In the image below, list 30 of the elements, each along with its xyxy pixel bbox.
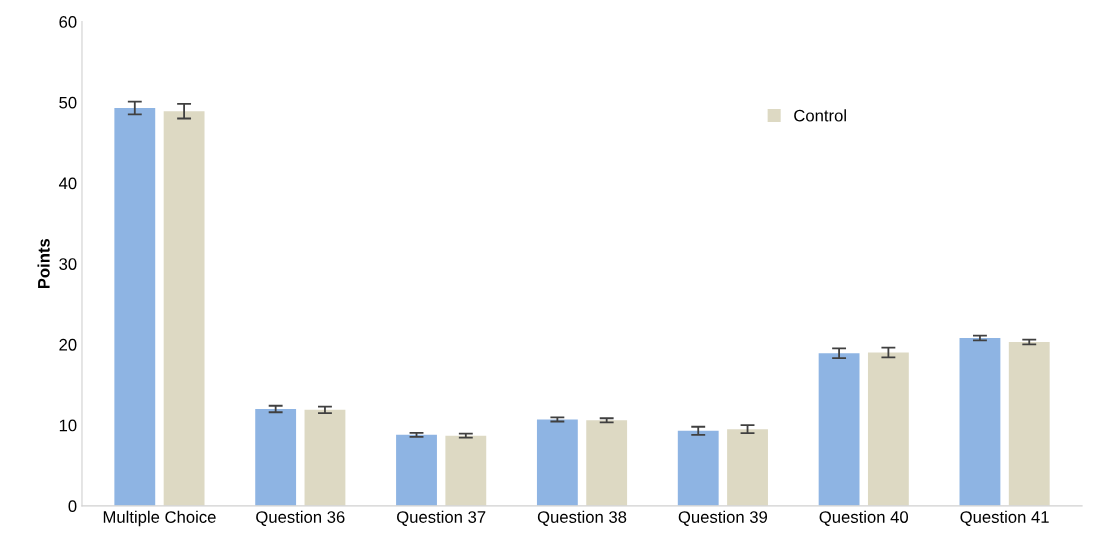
y-tick-label: 60 xyxy=(59,16,77,28)
y-tick-label: 20 xyxy=(59,338,77,351)
bar xyxy=(304,409,346,506)
bar xyxy=(445,435,487,506)
y-tick-label: 0 xyxy=(68,500,77,513)
legend-label: Control xyxy=(794,109,846,122)
x-tick-label: Multiple Choice xyxy=(103,510,216,527)
bar xyxy=(536,419,578,506)
y-tick-label: 50 xyxy=(59,96,77,109)
bar xyxy=(396,434,437,506)
y-tick-label: 40 xyxy=(58,177,77,190)
x-tick-label: Question 40 xyxy=(819,510,909,526)
x-tick-label: Question 36 xyxy=(256,510,345,526)
bar xyxy=(114,107,156,506)
bar xyxy=(959,337,1001,506)
x-tick-label: Question 38 xyxy=(537,510,627,526)
y-axis-title: Points xyxy=(37,238,50,289)
x-tick-label: Question 41 xyxy=(960,510,1049,526)
bar xyxy=(1008,342,1050,506)
bar xyxy=(727,429,768,506)
bar xyxy=(586,420,628,506)
bar xyxy=(818,353,860,506)
y-tick-label: 10 xyxy=(59,419,77,432)
y-tick-label: 30 xyxy=(59,258,77,270)
bar xyxy=(163,111,205,506)
x-tick-label: Question 37 xyxy=(397,510,486,526)
bar xyxy=(867,352,909,506)
bar xyxy=(677,430,719,506)
bar xyxy=(255,409,297,506)
x-tick-label: Question 39 xyxy=(678,510,768,526)
